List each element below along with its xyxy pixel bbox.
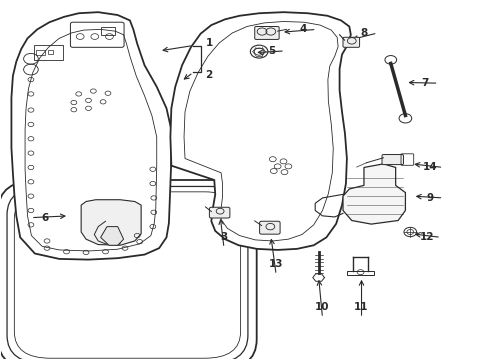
Text: 11: 11 xyxy=(353,302,368,312)
Polygon shape xyxy=(170,12,350,250)
FancyBboxPatch shape xyxy=(209,207,229,218)
Text: 7: 7 xyxy=(420,78,427,88)
FancyBboxPatch shape xyxy=(259,221,280,234)
Text: 1: 1 xyxy=(205,38,212,48)
FancyBboxPatch shape xyxy=(14,192,240,358)
FancyBboxPatch shape xyxy=(342,37,359,47)
Text: 6: 6 xyxy=(41,213,48,222)
Polygon shape xyxy=(101,226,123,245)
Text: 9: 9 xyxy=(426,193,432,203)
Bar xyxy=(346,271,373,275)
Polygon shape xyxy=(11,12,171,260)
Bar xyxy=(36,50,44,55)
Text: 5: 5 xyxy=(267,46,274,56)
Text: 12: 12 xyxy=(419,232,434,242)
Text: 4: 4 xyxy=(299,24,306,35)
Bar xyxy=(47,50,53,54)
Text: 2: 2 xyxy=(205,70,212,80)
Polygon shape xyxy=(342,164,405,224)
Bar xyxy=(101,27,115,35)
Bar xyxy=(34,45,63,60)
Text: 3: 3 xyxy=(220,232,227,242)
Text: 13: 13 xyxy=(268,259,283,269)
Text: 10: 10 xyxy=(315,302,329,312)
FancyBboxPatch shape xyxy=(381,154,403,165)
FancyBboxPatch shape xyxy=(7,186,247,360)
FancyBboxPatch shape xyxy=(254,27,279,40)
Text: 8: 8 xyxy=(360,28,367,38)
Polygon shape xyxy=(81,200,141,245)
Text: 14: 14 xyxy=(422,162,436,172)
FancyBboxPatch shape xyxy=(0,180,256,360)
